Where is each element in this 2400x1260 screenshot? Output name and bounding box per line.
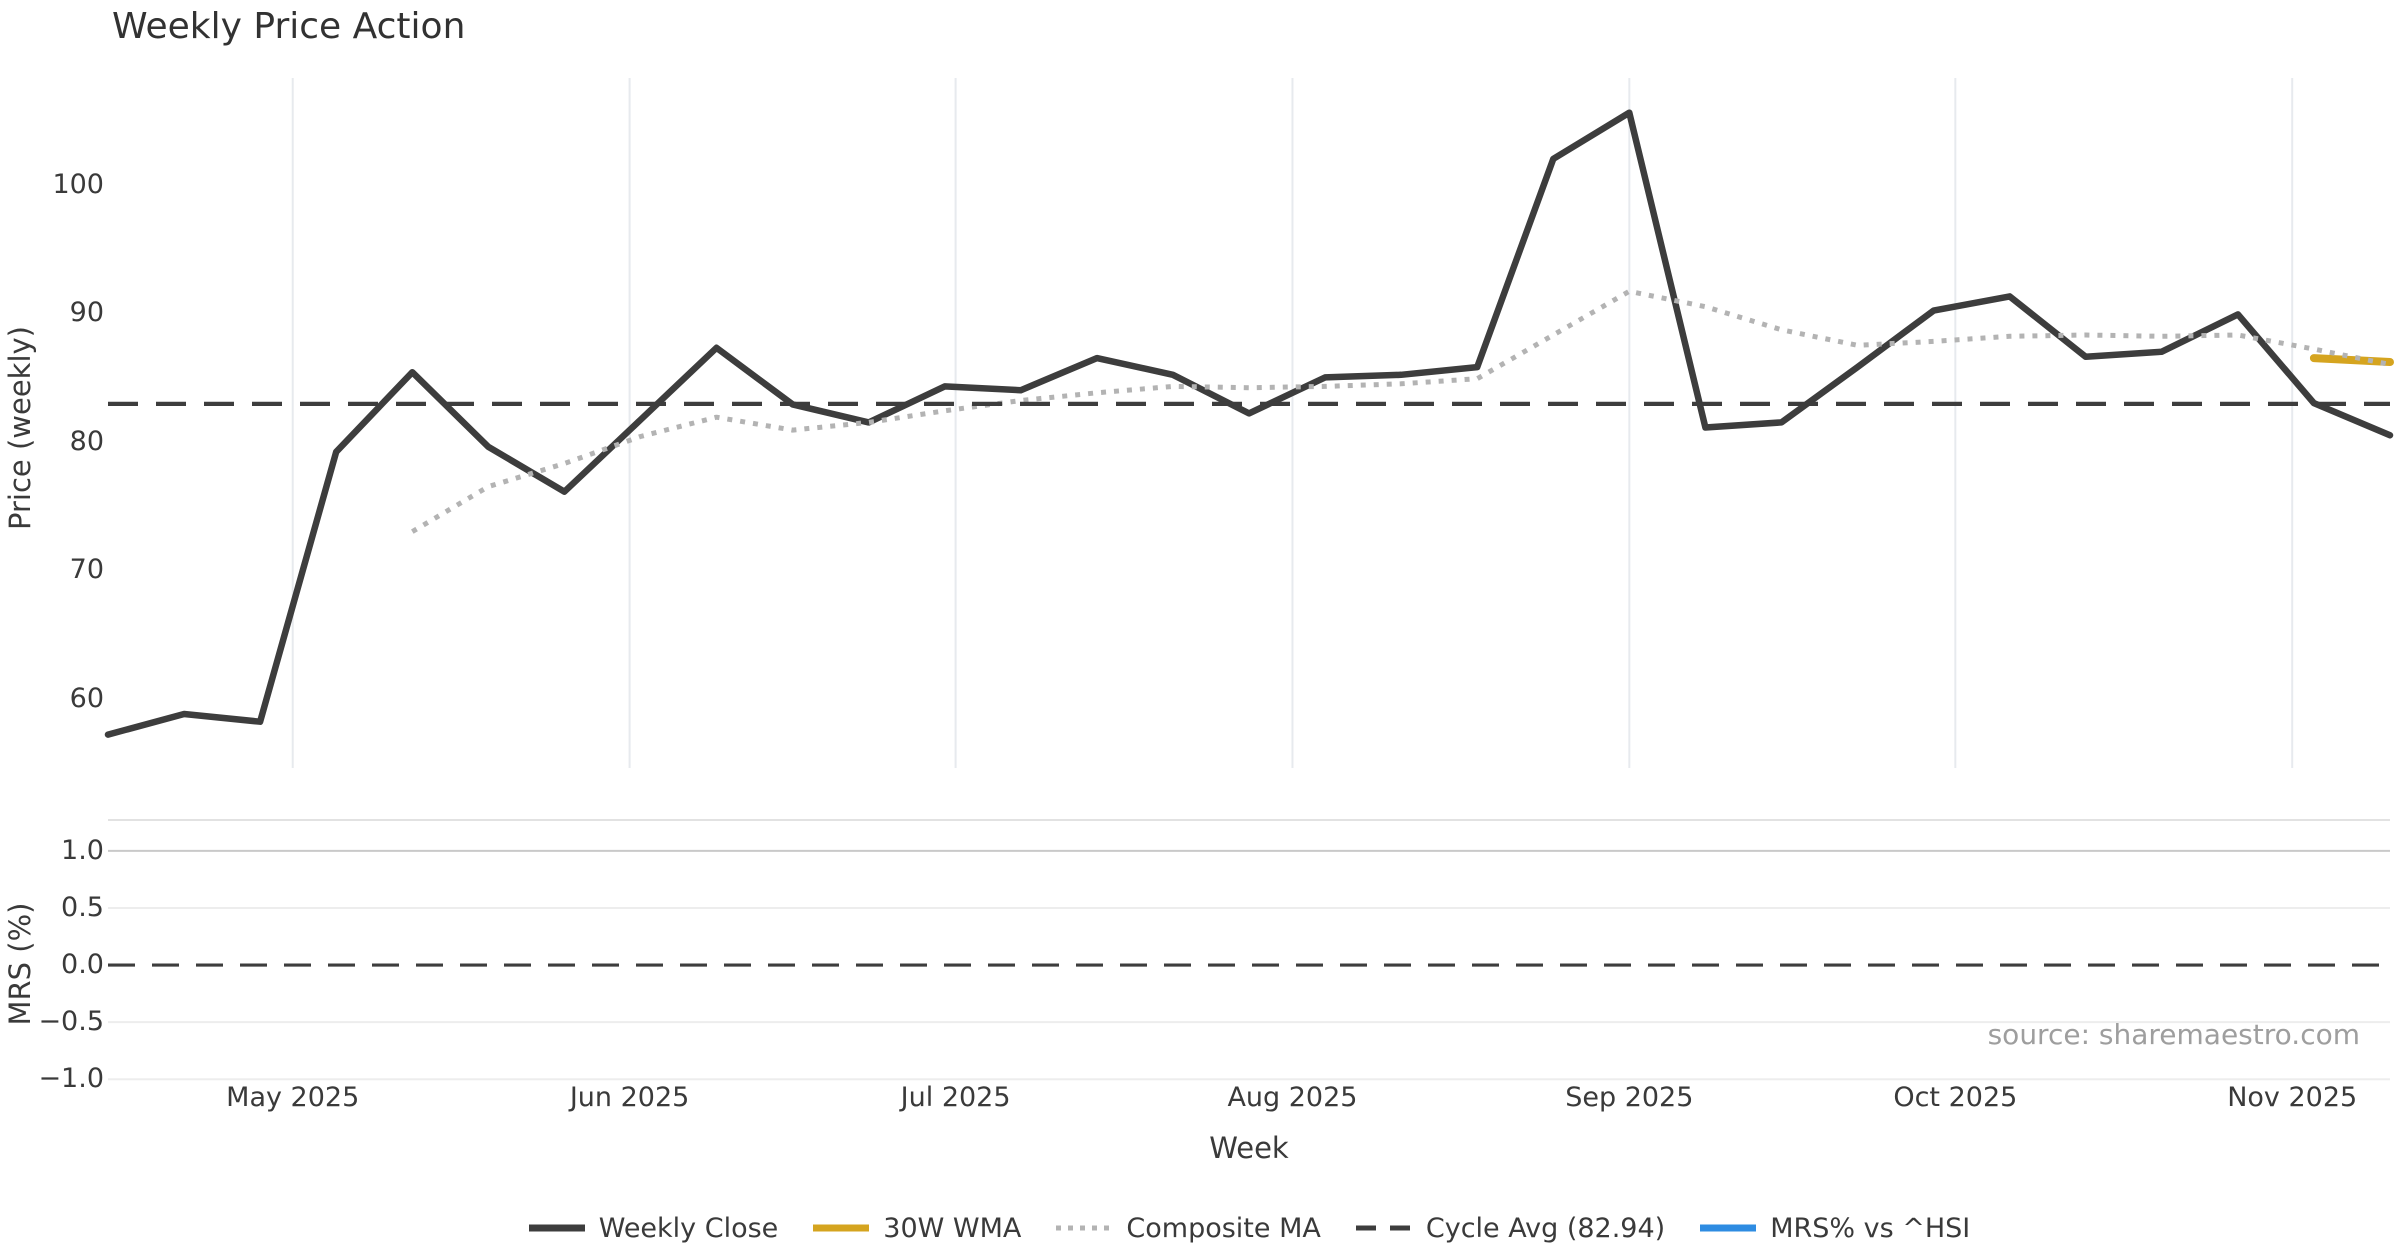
x-axis-label: Week [1209, 1131, 1289, 1165]
legend-item-mrs-vs-hsi: MRS% vs ^HSI [1699, 1213, 1970, 1244]
legend: Weekly Close 30W WMA Composite MA Cycle Avg… [108, 1202, 2390, 1254]
mrs-ytick-label: −1.0 [38, 1063, 104, 1095]
weekly-close-line [104, 109, 2394, 738]
legend-item-composite-ma: Composite MA [1055, 1212, 1321, 1244]
source-note: source: sharemaestro.com [1987, 1018, 2360, 1051]
price-ytick-label: 100 [52, 168, 104, 200]
legend-item-weekly-close: Weekly Close [528, 1212, 779, 1244]
composite-ma-line [411, 288, 2391, 534]
legend-label: MRS% vs ^HSI [1770, 1212, 1971, 1244]
legend-label: Composite MA [1126, 1212, 1321, 1244]
mrs-ytick-label: 0.0 [61, 949, 104, 981]
price-ytick-label: 70 [69, 554, 104, 586]
price-ytick-label: 60 [69, 682, 104, 714]
mrs-ytick-label: 1.0 [61, 834, 104, 866]
month-tick-label: Oct 2025 [1893, 1082, 2018, 1113]
30w-wma-line [2309, 354, 2394, 366]
legend-label: 30W WMA [883, 1212, 1022, 1244]
month-tick-label: Jul 2025 [900, 1082, 1011, 1113]
legend-label: Weekly Close [598, 1212, 779, 1244]
chart-title: Weekly Price Action [112, 6, 466, 47]
month-tick-label: Aug 2025 [1227, 1082, 1358, 1113]
price-ytick-label: 80 [69, 425, 104, 457]
legend-label: Cycle Avg (82.94) [1425, 1212, 1666, 1244]
month-tick-label: Nov 2025 [2227, 1082, 2358, 1113]
month-tick-label: Jun 2025 [569, 1082, 690, 1113]
mrs-ytick-label: −0.5 [38, 1006, 104, 1038]
mrs-ytick-label: 0.5 [61, 891, 104, 923]
legend-swatch-icon [813, 1224, 870, 1232]
legend-item-cycle-avg-82-94-: Cycle Avg (82.94) [1355, 1213, 1665, 1244]
month-tick-label: Sep 2025 [1565, 1082, 1694, 1113]
legend-swatch-icon [1355, 1225, 1412, 1231]
price-ytick-label: 90 [69, 297, 104, 329]
legend-swatch-icon [1700, 1224, 1757, 1232]
legend-item-30w-wma: 30W WMA [812, 1213, 1021, 1244]
legend-swatch-icon [1056, 1225, 1113, 1231]
month-tick-label: May 2025 [226, 1082, 360, 1113]
legend-swatch-icon [528, 1224, 585, 1232]
